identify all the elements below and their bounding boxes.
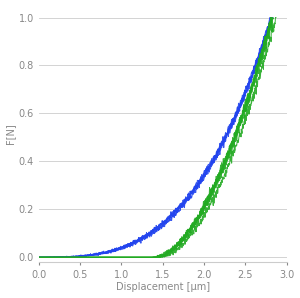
Y-axis label: F[N]: F[N] — [6, 123, 16, 144]
X-axis label: Displacement [μm]: Displacement [μm] — [116, 283, 210, 292]
